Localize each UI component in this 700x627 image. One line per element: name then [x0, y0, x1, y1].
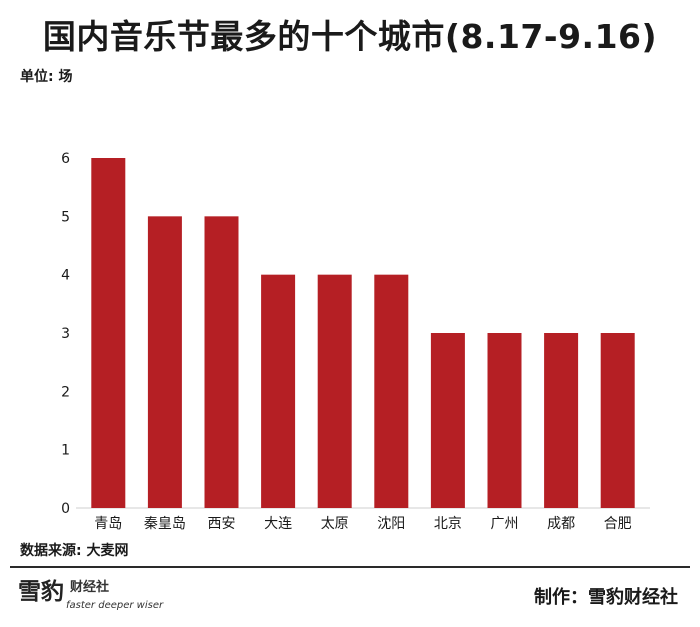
bar	[430, 333, 465, 508]
x-tick-label: 秦皇岛	[144, 516, 186, 532]
x-tick-label: 沈阳	[377, 516, 405, 532]
y-tick-label: 2	[61, 384, 70, 400]
footer-divider	[10, 566, 690, 568]
y-tick-label: 3	[61, 326, 70, 342]
bar	[544, 333, 579, 508]
unit-label: 单位: 场	[20, 69, 73, 85]
y-tick-label: 5	[61, 209, 70, 225]
bar	[600, 333, 635, 508]
y-tick-label: 0	[61, 501, 70, 517]
bar	[91, 158, 126, 508]
bar	[261, 274, 296, 508]
logo-slogan: faster deeper wiser	[66, 600, 164, 611]
logo-subtext: 财经社	[70, 580, 110, 595]
bar	[147, 216, 182, 509]
y-tick-label: 4	[61, 268, 70, 284]
bars	[91, 158, 635, 509]
brand-logo: 雪豹 财经社 faster deeper wiser	[18, 572, 163, 616]
bar	[204, 216, 239, 509]
bar	[487, 333, 522, 508]
data-source: 数据来源: 大麦网	[20, 543, 129, 559]
x-axis: 青岛 秦皇岛 西安 大连 太原 沈阳 北京 广州 成都 合肥	[94, 516, 631, 532]
x-tick-label: 北京	[434, 516, 462, 532]
chart-title: 国内音乐节最多的十个城市(8.17-9.16)	[42, 17, 658, 56]
x-tick-label: 青岛	[94, 516, 122, 532]
x-tick-label: 广州	[491, 516, 519, 532]
logo-text: 雪豹	[18, 578, 64, 605]
x-tick-label: 太原	[321, 516, 349, 532]
bar	[374, 274, 409, 508]
credit-text: 制作：雪豹财经社	[534, 587, 678, 608]
x-tick-label: 成都	[547, 516, 575, 532]
y-axis: 0 1 2 3 4 5 6	[61, 151, 70, 517]
y-tick-label: 1	[61, 443, 70, 459]
x-tick-label: 西安	[208, 516, 236, 532]
bar	[317, 274, 352, 508]
x-tick-label: 合肥	[604, 516, 632, 532]
x-tick-label: 大连	[264, 516, 292, 532]
y-tick-label: 6	[61, 151, 70, 167]
